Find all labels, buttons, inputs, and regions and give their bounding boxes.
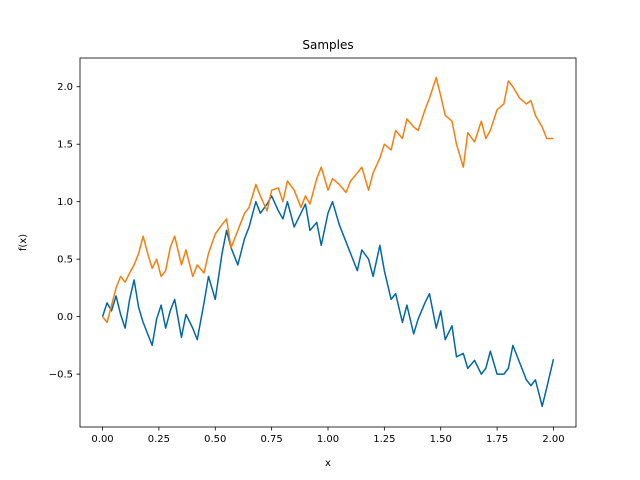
y-tick-label: 0.5: [57, 255, 73, 266]
series-layer: [101, 76, 555, 408]
series-line-2: [101, 76, 554, 324]
y-axis-label: f(x): [18, 234, 29, 251]
y-tick-label: −0.5: [49, 370, 73, 381]
x-tick-label: 1.25: [373, 434, 395, 445]
chart-title: Samples: [302, 38, 353, 52]
x-tick-label: 1.75: [486, 434, 508, 445]
x-tick-label: 0.00: [91, 434, 113, 445]
x-tick-label: 1.50: [430, 434, 452, 445]
y-tick-label: 1.0: [57, 197, 73, 208]
x-tick-label: 1.00: [317, 434, 339, 445]
x-tick-label: 0.50: [204, 434, 226, 445]
x-tick-label: 2.00: [542, 434, 564, 445]
y-tick-label: 0.0: [57, 312, 73, 323]
plot-frame: [79, 57, 577, 428]
ticks-layer: 0.00 0.25 0.50 0.75 1.00 1.25 1.50 1.75 2.00 −0.5…: [49, 82, 565, 445]
x-axis-label: x: [325, 458, 331, 469]
y-tick-label: 2.0: [57, 82, 73, 93]
x-tick-label: 0.25: [148, 434, 170, 445]
x-tick-label: 0.75: [261, 434, 283, 445]
series-line-1: [101, 195, 555, 408]
y-tick-label: 1.5: [57, 140, 73, 151]
